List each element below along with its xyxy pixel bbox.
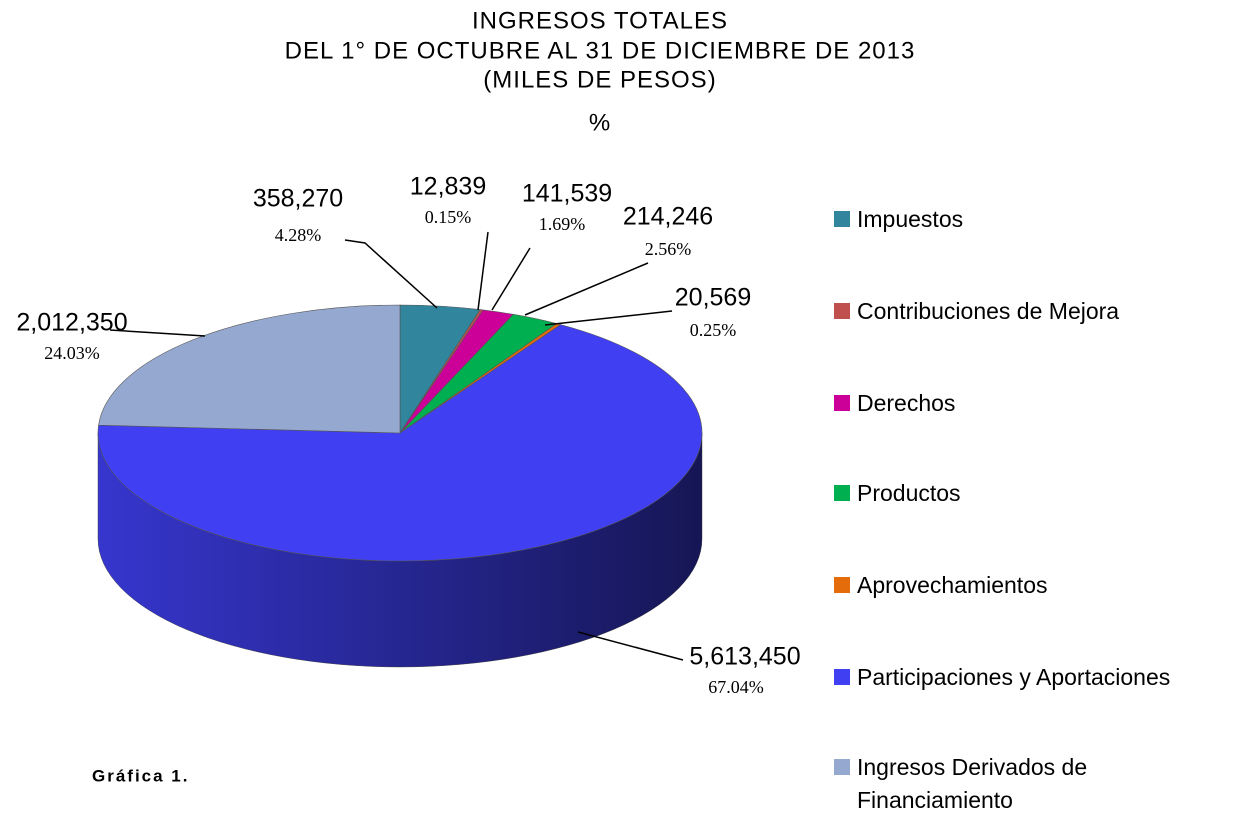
legend-swatch bbox=[834, 485, 850, 501]
percent-label: 4.28% bbox=[275, 225, 322, 245]
value-label: 214,246 bbox=[623, 203, 713, 231]
legend-label: Contribuciones de Mejora bbox=[857, 298, 1120, 324]
legend-label: Ingresos Derivados de Financiamiento bbox=[857, 754, 1088, 813]
value-label: 141,539 bbox=[522, 180, 612, 208]
chart-subtitle: (MILES DE PESOS) bbox=[483, 66, 716, 93]
leader-line bbox=[524, 262, 649, 316]
legend-label: Aprovechamientos bbox=[857, 572, 1048, 598]
value-label: 12,839 bbox=[410, 173, 486, 201]
leader-line bbox=[344, 239, 438, 309]
leader-line bbox=[544, 310, 673, 326]
leader-line bbox=[491, 247, 531, 311]
percent-label: 24.03% bbox=[44, 343, 100, 363]
legend-item: Impuestos bbox=[834, 203, 1157, 236]
caption: Gráfica 1. bbox=[92, 766, 190, 785]
legend-item: Participaciones y Aportaciones bbox=[834, 661, 1233, 694]
legend-label: Productos bbox=[857, 480, 961, 506]
legend-swatch bbox=[834, 577, 850, 593]
legend-item: Derechos bbox=[834, 387, 1157, 420]
value-label: 2,012,350 bbox=[16, 309, 127, 337]
leader-line bbox=[577, 631, 684, 661]
legend-label: Derechos bbox=[857, 390, 956, 416]
value-label: 20,569 bbox=[675, 284, 751, 312]
value-label: 358,270 bbox=[253, 185, 343, 213]
percent-label: 67.04% bbox=[708, 677, 764, 697]
leader-line bbox=[109, 329, 206, 337]
percent-label: 0.15% bbox=[425, 207, 472, 227]
legend-label: Impuestos bbox=[857, 206, 964, 232]
legend-swatch bbox=[834, 669, 850, 685]
slice bbox=[97, 324, 703, 562]
labels: 358,270 4.28% 12,839 0.15% 141,539 1.69% 214,2… bbox=[16, 173, 800, 698]
legend-swatch bbox=[834, 395, 850, 411]
chart-subtitle: DEL 1° DE OCTUBRE AL 31 DE DICIEMBRE DE … bbox=[285, 37, 916, 64]
legend-swatch bbox=[834, 211, 850, 227]
value-label: 5,613,450 bbox=[689, 643, 800, 671]
legend-label: Participaciones y Aportaciones bbox=[857, 664, 1171, 690]
legend-item: Productos bbox=[834, 477, 1157, 510]
chart-subtitle: % bbox=[589, 109, 611, 136]
legend-item: Ingresos Derivados de Financiamiento bbox=[834, 751, 1157, 814]
legend-item: Aprovechamientos bbox=[834, 569, 1157, 602]
percent-label: 1.69% bbox=[539, 214, 586, 234]
pie bbox=[97, 304, 703, 668]
percent-label: 0.25% bbox=[690, 320, 737, 340]
chart-title: INGRESOS TOTALES bbox=[472, 7, 728, 34]
leader-line bbox=[477, 231, 489, 311]
legend-item: Contribuciones de Mejora bbox=[834, 295, 1157, 328]
legend-swatch bbox=[834, 759, 850, 775]
slice bbox=[98, 304, 401, 434]
legend-swatch bbox=[834, 303, 850, 319]
percent-label: 2.56% bbox=[645, 239, 692, 259]
